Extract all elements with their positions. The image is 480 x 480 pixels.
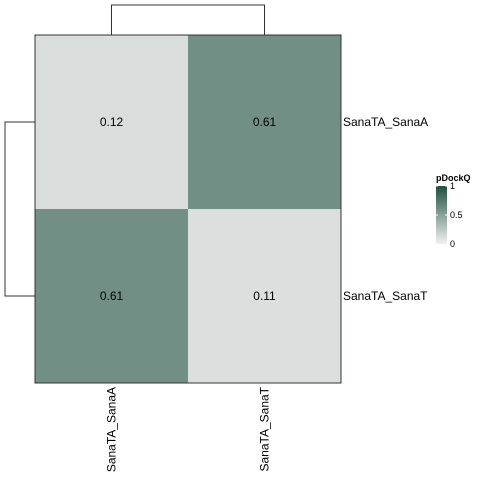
colorbar-tick-label: 1 [450, 181, 455, 191]
column-label: SanaTA_SanaT [258, 386, 272, 471]
column-dendrogram-link [111, 4, 265, 35]
cell-value-label: 0.61 [253, 115, 277, 129]
heatmap-border [34, 34, 342, 384]
colorbar [436, 186, 447, 244]
heatmap-cell [188, 209, 341, 383]
colorbar-legend: pDockQ 0 0.5 1 [436, 173, 471, 249]
cell-value-label: 0.12 [100, 115, 124, 129]
cell-value-label: 0.11 [253, 289, 276, 303]
cell-value-label: 0.61 [100, 289, 124, 303]
row-label: SanaTA_SanaT [343, 289, 428, 303]
colorbar-title: pDockQ [436, 173, 471, 183]
column-labels: SanaTA_SanaA SanaTA_SanaT [105, 386, 272, 472]
heatmap-cell [35, 209, 188, 383]
column-dendrogram [111, 4, 265, 35]
row-label: SanaTA_SanaA [343, 115, 428, 129]
heatmap-cells: 0.12 0.61 0.61 0.11 [35, 35, 341, 383]
heatmap-cell [35, 35, 188, 209]
heatmap-cell [188, 35, 341, 209]
row-labels: SanaTA_SanaA SanaTA_SanaT [343, 115, 428, 303]
row-dendrogram [4, 121, 35, 297]
colorbar-tick-label: 0 [450, 239, 455, 249]
colorbar-tick-label: 0.5 [450, 210, 463, 220]
row-dendrogram-link [4, 121, 35, 297]
column-label: SanaTA_SanaA [105, 387, 119, 472]
